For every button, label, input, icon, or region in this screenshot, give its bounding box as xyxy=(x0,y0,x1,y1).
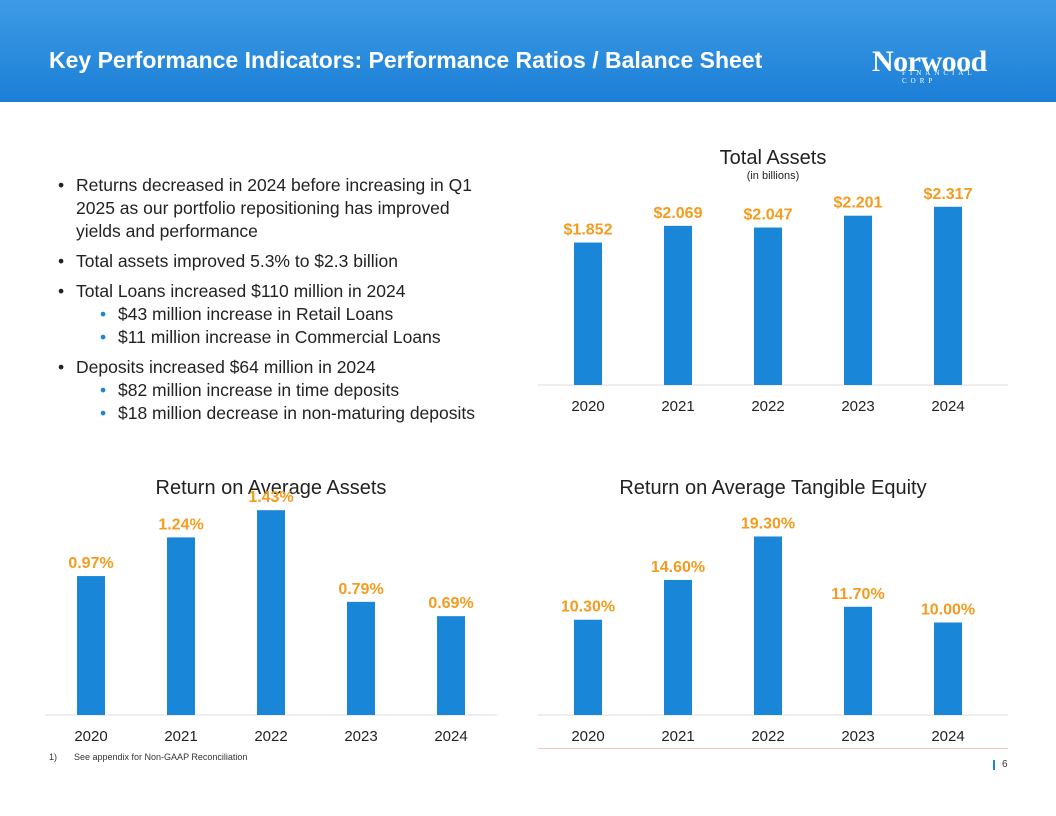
logo-subtitle: FINANCIAL CORP xyxy=(902,69,976,85)
bar xyxy=(844,606,872,715)
data-label: 1.43% xyxy=(248,489,293,506)
sub-bullet-dot: • xyxy=(100,380,107,400)
sub-bullet-text: $18 million decrease in non-maturing dep… xyxy=(118,403,476,423)
sub-bullet-text: $43 million increase in Retail Loans xyxy=(118,304,394,324)
bar xyxy=(844,215,872,385)
header-banner: Key Performance Indicators: Performance … xyxy=(0,0,1056,102)
page-number: 6 xyxy=(1002,759,1008,770)
data-label: $1.852 xyxy=(564,222,613,239)
bullet-item: • Total Loans increased $110 million in 2… xyxy=(58,280,498,349)
bullet-item: • Total assets improved 5.3% to $2.3 bill… xyxy=(58,250,498,273)
bullet-text: Deposits increased $64 million in 2024 xyxy=(76,357,376,377)
x-tick-label: 2022 xyxy=(254,728,287,745)
x-tick-label: 2020 xyxy=(571,398,604,415)
x-tick-label: 2023 xyxy=(344,728,377,745)
data-label: 10.30% xyxy=(561,599,615,616)
roate-chart: Return on Average Tangible Equity 10.30% 2… xyxy=(538,477,1008,745)
bullet-item: • Returns decreased in 2024 before increa… xyxy=(58,174,498,243)
sub-bullet-text: $11 million increase in Commercial Loans xyxy=(118,327,441,347)
bullet-text: Total assets improved 5.3% to $2.3 billi… xyxy=(76,251,398,271)
bar xyxy=(934,622,962,715)
page-title: Key Performance Indicators: Performance … xyxy=(49,47,763,73)
norwood-logo: Norwood FINANCIAL CORP xyxy=(872,45,1012,86)
data-label: 19.30% xyxy=(741,515,795,532)
bullet-item: • Deposits increased $64 million in 2024 •… xyxy=(58,356,498,425)
data-label: $2.047 xyxy=(744,207,793,224)
bar xyxy=(437,616,465,715)
chart-title: Return on Average Tangible Equity xyxy=(619,477,926,499)
sub-bullet-dot: • xyxy=(100,327,107,347)
data-label: $2.069 xyxy=(654,205,703,222)
x-tick-label: 2024 xyxy=(434,728,467,745)
bullet-dot: • xyxy=(58,281,65,301)
sub-bullet-text: $82 million increase in time deposits xyxy=(118,380,400,400)
data-label: 14.60% xyxy=(651,559,705,576)
total-assets-chart: Total Assets(in billions) $1.852 2020 $2.06… xyxy=(538,147,1008,415)
x-tick-label: 2020 xyxy=(74,728,107,745)
data-label: 0.79% xyxy=(338,581,383,598)
sub-bullet-item: • $11 million increase in Commercial Loan… xyxy=(76,326,498,349)
bar xyxy=(664,579,692,715)
chart-subtitle: (in billions) xyxy=(747,170,800,182)
sub-bullet-item: • $18 million decrease in non-maturing de… xyxy=(76,402,498,425)
chart-title: Return on Average Assets xyxy=(156,477,387,499)
sub-bullet-item: • $43 million increase in Retail Loans xyxy=(76,303,498,326)
bullet-dot: • xyxy=(58,175,65,195)
logo-wordmark: Norwood xyxy=(872,45,987,78)
bar xyxy=(664,225,692,385)
bullet-list: • Returns decreased in 2024 before increa… xyxy=(58,174,498,432)
bar xyxy=(574,242,602,385)
sub-bullet-dot: • xyxy=(100,304,107,324)
footnote-text: See appendix for Non-GAAP Reconciliation xyxy=(74,752,248,762)
page-marker xyxy=(993,760,995,770)
bullet-dot: • xyxy=(58,251,65,271)
bar xyxy=(754,227,782,385)
bar xyxy=(347,601,375,715)
bar xyxy=(574,619,602,715)
x-tick-label: 2022 xyxy=(751,398,784,415)
bar xyxy=(167,537,195,715)
footnote-number: 1) xyxy=(49,752,58,762)
bullet-text: Returns decreased in 2024 before increas… xyxy=(76,175,472,241)
x-tick-label: 2021 xyxy=(164,728,197,745)
bullet-text: Total Loans increased $110 million in 20… xyxy=(76,281,406,301)
data-label: 0.69% xyxy=(428,595,473,612)
chart-title: Total Assets xyxy=(720,147,827,169)
bar xyxy=(934,206,962,385)
bullet-dot: • xyxy=(58,357,65,377)
x-tick-label: 2021 xyxy=(661,728,694,745)
footnote: 1) See appendix for Non-GAAP Reconciliati… xyxy=(49,752,247,762)
x-tick-label: 2022 xyxy=(751,728,784,745)
x-tick-label: 2021 xyxy=(661,398,694,415)
x-tick-label: 2024 xyxy=(931,728,964,745)
data-label: $2.201 xyxy=(834,195,883,212)
x-tick-label: 2024 xyxy=(931,398,964,415)
x-tick-label: 2020 xyxy=(571,728,604,745)
roaa-chart: Return on Average Assets 0.97% 2020 1.24% 20… xyxy=(45,477,497,745)
x-tick-label: 2023 xyxy=(841,728,874,745)
data-label: 11.70% xyxy=(831,586,884,603)
data-label: 0.97% xyxy=(68,555,113,572)
data-label: $2.317 xyxy=(924,186,973,203)
footer-divider xyxy=(538,748,1008,749)
x-tick-label: 2023 xyxy=(841,398,874,415)
bar xyxy=(77,576,105,715)
data-label: 10.00% xyxy=(921,602,975,619)
bar xyxy=(754,536,782,715)
bar xyxy=(257,510,285,715)
data-label: 1.24% xyxy=(158,516,203,533)
sub-bullet-dot: • xyxy=(100,403,107,423)
sub-bullet-item: • $82 million increase in time deposits xyxy=(76,379,498,402)
